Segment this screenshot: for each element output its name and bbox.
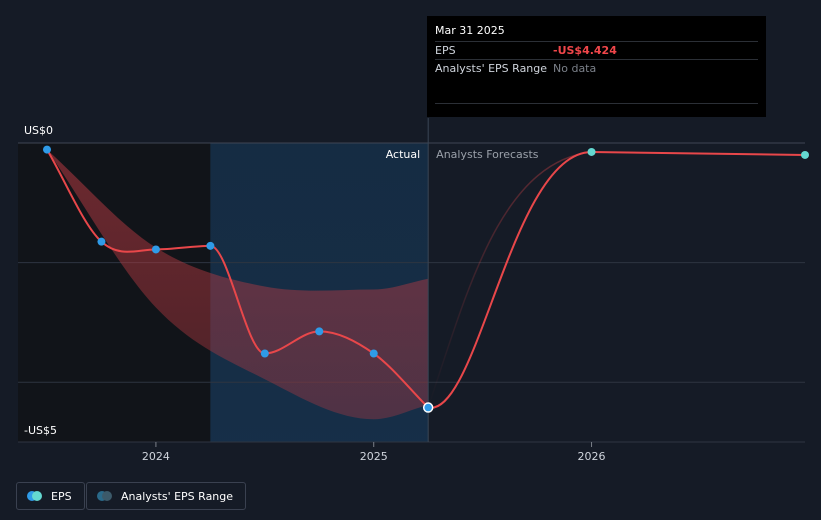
tooltip-row-eps: EPS -US$4.424 <box>435 41 758 59</box>
tooltip-value-eps: -US$4.424 <box>553 44 617 57</box>
eps-actual-point[interactable] <box>315 327 324 336</box>
region-label-actual: Actual <box>386 148 420 161</box>
eps-forecast-point[interactable] <box>587 147 596 156</box>
eps-actual-point[interactable] <box>369 349 378 358</box>
eps-actual-point[interactable] <box>422 402 434 413</box>
tooltip: Mar 31 2025 EPS -US$4.424 Analysts' EPS … <box>427 16 766 117</box>
tooltip-spacer <box>435 77 758 104</box>
eps-actual-point[interactable] <box>206 241 215 250</box>
x-tick-label: 2025 <box>360 450 388 463</box>
eps-actual-point[interactable] <box>260 349 269 358</box>
tooltip-key-eps: EPS <box>435 44 456 57</box>
region-label-forecast: Analysts Forecasts <box>436 148 539 161</box>
y-label-top: US$0 <box>24 124 53 137</box>
legend-item-eps-range[interactable]: Analysts' EPS Range <box>86 482 247 510</box>
x-tick-label: 2026 <box>578 450 606 463</box>
legend-label-eps-range: Analysts' EPS Range <box>121 489 234 503</box>
tooltip-value-range: No data <box>553 62 597 75</box>
eps-forecast-point[interactable] <box>801 150 809 159</box>
legend-item-eps[interactable]: EPS <box>16 482 85 510</box>
forecast-ghost-line <box>427 151 592 408</box>
x-tick-label: 2024 <box>142 450 170 463</box>
eps-forecast-line <box>427 150 806 409</box>
y-label-bottom: -US$5 <box>24 424 57 437</box>
eps-range-legend-icon <box>97 491 113 501</box>
eps-legend-icon <box>27 491 43 501</box>
legend-label-eps: EPS <box>51 489 72 503</box>
eps-actual-point[interactable] <box>43 145 51 154</box>
eps-range-band <box>47 149 429 420</box>
tooltip-date: Mar 31 2025 <box>435 24 505 37</box>
tooltip-row-range: Analysts' EPS Range No data <box>435 59 758 77</box>
eps-actual-point[interactable] <box>97 237 106 246</box>
eps-actual-point[interactable] <box>151 245 160 254</box>
tooltip-key-range: Analysts' EPS Range <box>435 62 548 75</box>
